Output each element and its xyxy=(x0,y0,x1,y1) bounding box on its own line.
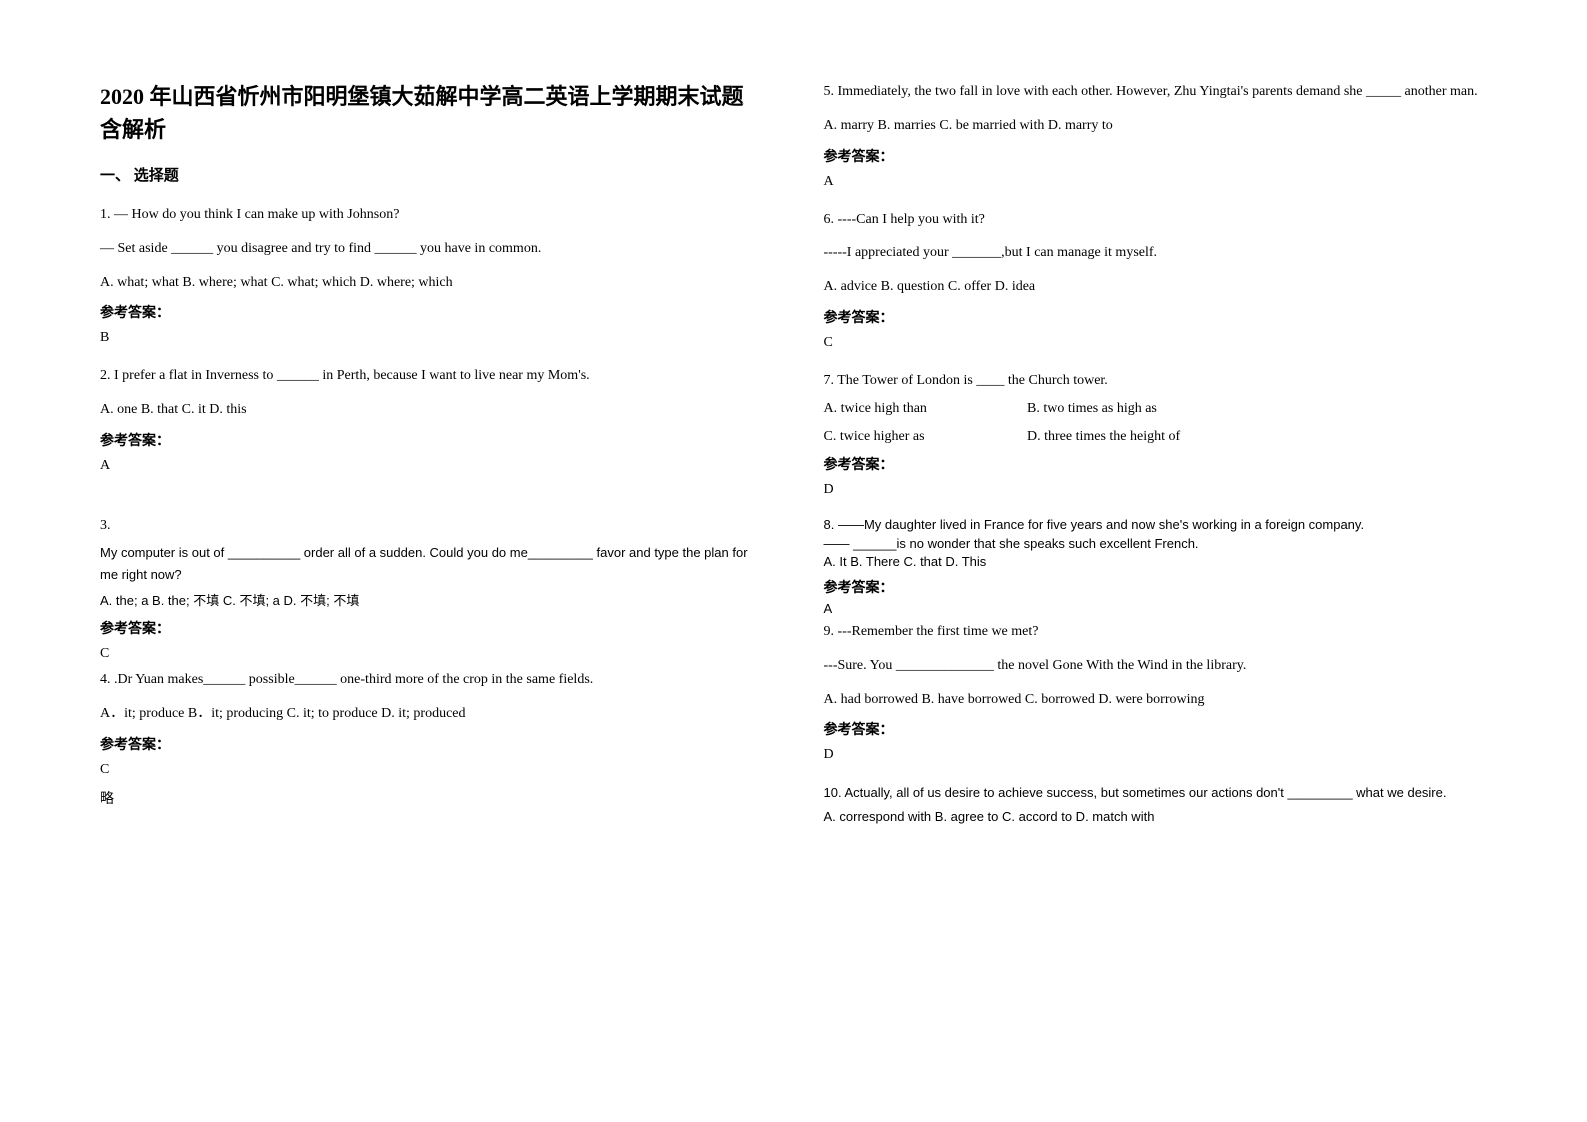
question-10: 10. Actually, all of us desire to achiev… xyxy=(824,781,1488,828)
answer-label: 参考答案： xyxy=(100,618,764,638)
q8-options: A. It B. There C. that D. This xyxy=(824,553,1488,571)
page-container: 2020 年山西省忻州市阳明堡镇大茹解中学高二英语上学期期末试题含解析 一、 选… xyxy=(0,0,1587,1122)
q10-options: A. correspond with B. agree to C. accord… xyxy=(824,805,1488,828)
q7-options-row1: A. twice high than B. two times as high … xyxy=(824,397,1488,421)
q4-answer: C xyxy=(100,762,764,778)
question-9: 9. ---Remember the first time we met? --… xyxy=(824,620,1488,711)
document-title: 2020 年山西省忻州市阳明堡镇大茹解中学高二英语上学期期末试题含解析 xyxy=(100,80,764,146)
q10-line1: 10. Actually, all of us desire to achiev… xyxy=(824,781,1488,804)
q9-line2: ---Sure. You ______________ the novel Go… xyxy=(824,654,1488,678)
q3-options: A. the; a B. the; 不填 C. 不填; a D. 不填; 不填 xyxy=(100,590,764,612)
question-1: 1. — How do you think I can make up with… xyxy=(100,203,764,294)
section-heading: 一、 选择题 xyxy=(100,164,764,185)
q1-options: A. what; what B. where; what C. what; wh… xyxy=(100,271,764,295)
question-5: 5. Immediately, the two fall in love wit… xyxy=(824,80,1488,138)
question-2: 2. I prefer a flat in Inverness to _____… xyxy=(100,364,764,422)
answer-label: 参考答案： xyxy=(100,734,764,754)
question-7: 7. The Tower of London is ____ the Churc… xyxy=(824,369,1488,448)
q8-answer: A xyxy=(824,601,1488,616)
q8-line2: —— ______is no wonder that she speaks su… xyxy=(824,535,1488,553)
q9-answer: D xyxy=(824,747,1488,763)
left-column: 2020 年山西省忻州市阳明堡镇大茹解中学高二英语上学期期末试题含解析 一、 选… xyxy=(100,80,794,1082)
q4-options: A．it; produce B．it; producing C. it; to … xyxy=(100,702,764,726)
q1-line2: — Set aside ______ you disagree and try … xyxy=(100,237,764,261)
answer-label: 参考答案： xyxy=(824,307,1488,327)
q3-number: 3. xyxy=(100,514,764,538)
q2-answer: A xyxy=(100,458,764,474)
right-column: 5. Immediately, the two fall in love wit… xyxy=(794,80,1488,1082)
question-8: 8. ——My daughter lived in France for fiv… xyxy=(824,516,1488,571)
q5-options: A. marry B. marries C. be married with D… xyxy=(824,114,1488,138)
q7-optD: D. three times the height of xyxy=(1027,429,1180,444)
q7-options-row2: C. twice higher as D. three times the he… xyxy=(824,425,1488,449)
q7-optC: C. twice higher as xyxy=(824,425,1024,449)
q5-line1: 5. Immediately, the two fall in love wit… xyxy=(824,80,1488,104)
q7-optA: A. twice high than xyxy=(824,397,1024,421)
q5-answer: A xyxy=(824,174,1488,190)
answer-label: 参考答案： xyxy=(100,302,764,322)
q9-options: A. had borrowed B. have borrowed C. borr… xyxy=(824,688,1488,712)
q7-answer: D xyxy=(824,482,1488,498)
q2-options: A. one B. that C. it D. this xyxy=(100,398,764,422)
q7-optB: B. two times as high as xyxy=(1027,401,1157,416)
q4-line1: 4. .Dr Yuan makes______ possible______ o… xyxy=(100,668,764,692)
q7-line1: 7. The Tower of London is ____ the Churc… xyxy=(824,369,1488,393)
q2-line1: 2. I prefer a flat in Inverness to _____… xyxy=(100,364,764,388)
q4-omit: 略 xyxy=(100,788,764,808)
q6-line1: 6. ----Can I help you with it? xyxy=(824,208,1488,232)
answer-label: 参考答案： xyxy=(824,719,1488,739)
answer-label: 参考答案： xyxy=(824,146,1488,166)
q6-line2: -----I appreciated your _______,but I ca… xyxy=(824,241,1488,265)
q1-line1: 1. — How do you think I can make up with… xyxy=(100,203,764,227)
answer-label: 参考答案： xyxy=(100,430,764,450)
q3-answer: C xyxy=(100,646,764,662)
q3-line1: My computer is out of __________ order a… xyxy=(100,542,764,586)
answer-label: 参考答案： xyxy=(824,577,1488,597)
q1-answer: B xyxy=(100,330,764,346)
question-6: 6. ----Can I help you with it? -----I ap… xyxy=(824,208,1488,299)
q8-line1: 8. ——My daughter lived in France for fiv… xyxy=(824,516,1488,534)
question-3: 3. My computer is out of __________ orde… xyxy=(100,514,764,612)
question-4: 4. .Dr Yuan makes______ possible______ o… xyxy=(100,668,764,726)
q6-answer: C xyxy=(824,335,1488,351)
q6-options: A. advice B. question C. offer D. idea xyxy=(824,275,1488,299)
answer-label: 参考答案： xyxy=(824,454,1488,474)
q9-line1: 9. ---Remember the first time we met? xyxy=(824,620,1488,644)
